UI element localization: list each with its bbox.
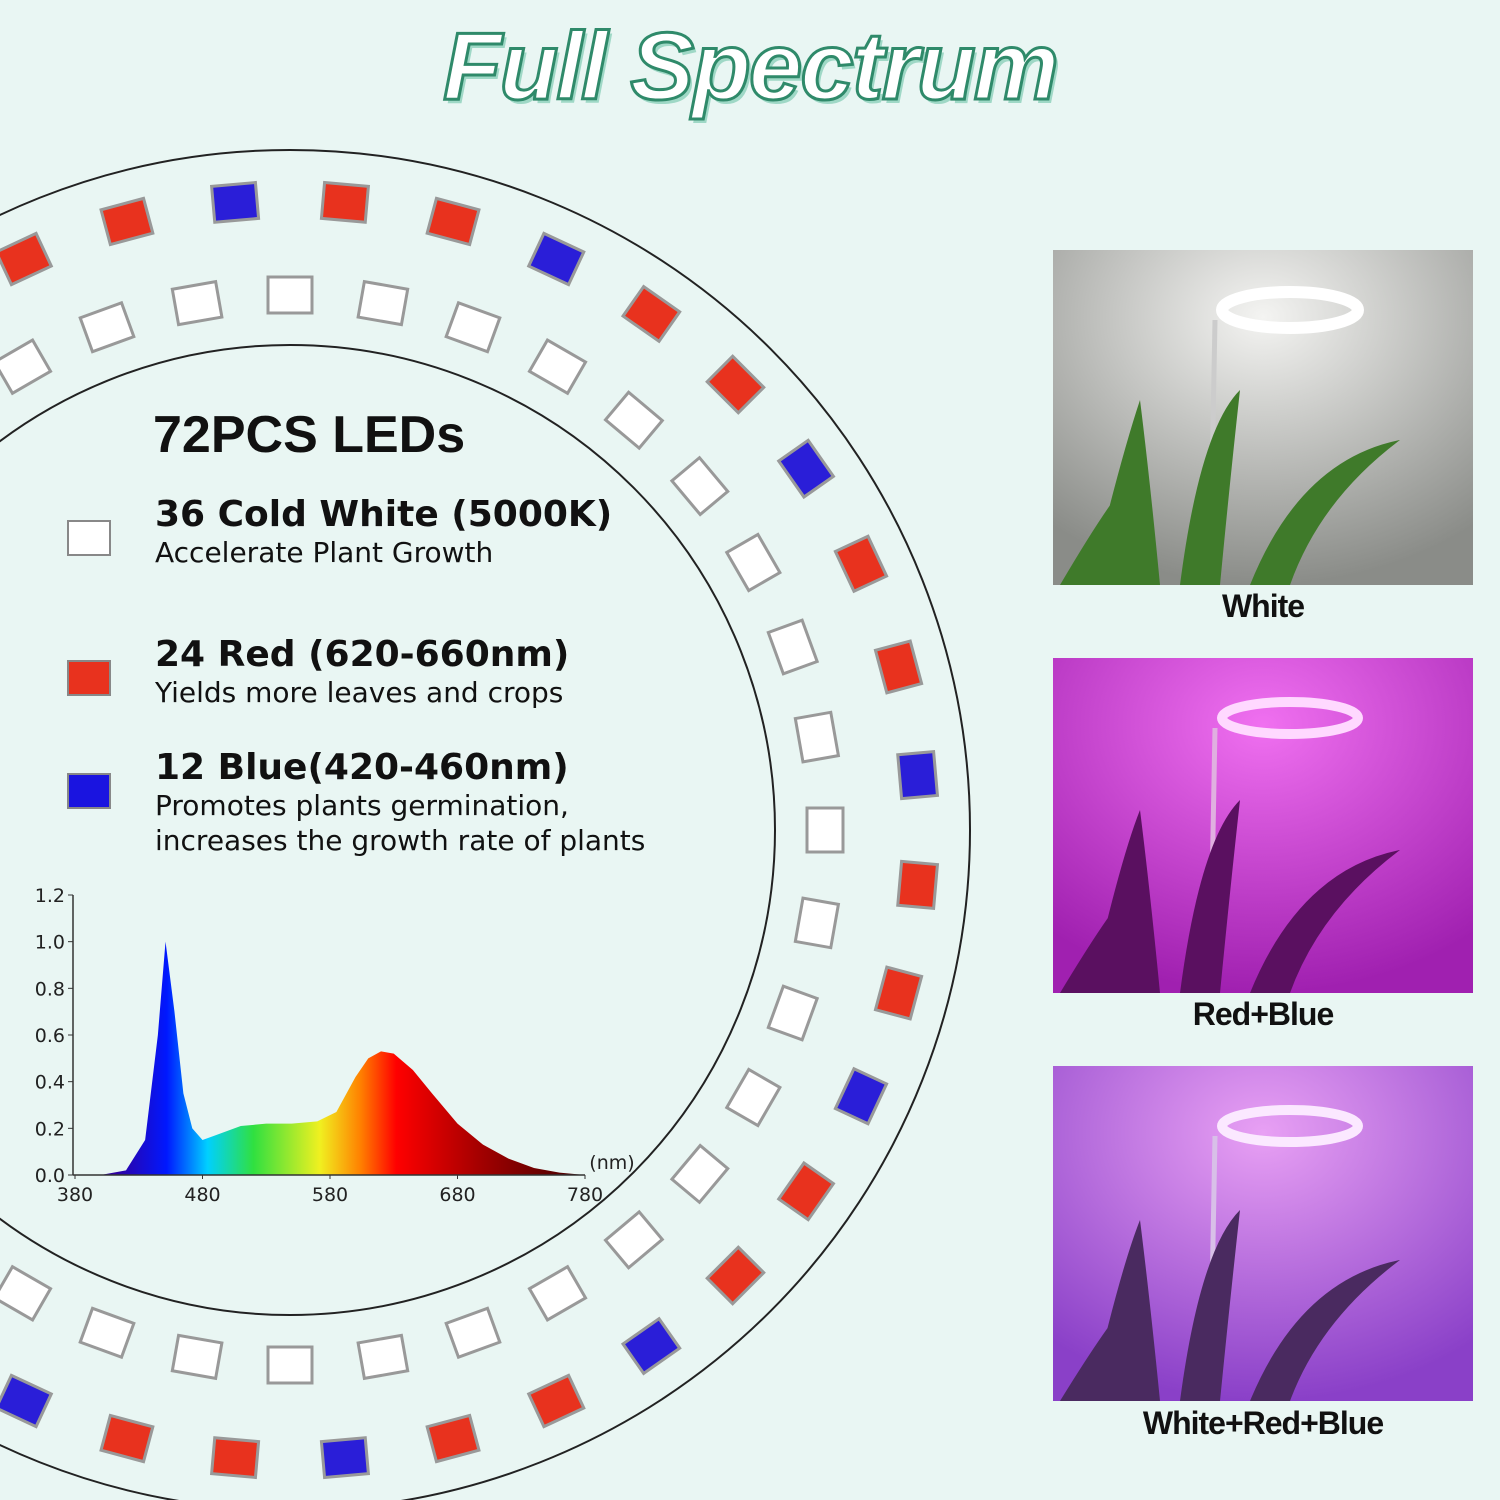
legend-item: 12 Blue(420-460nm) Promotes plants germin… <box>155 748 645 858</box>
legend-item: 36 Cold White (5000K) Accelerate Plant Gr… <box>155 495 612 570</box>
y-tick-label: 0.2 <box>35 1118 65 1140</box>
led <box>705 1245 766 1306</box>
caption: White+Red+Blue <box>1142 1405 1384 1441</box>
led <box>766 984 820 1042</box>
led <box>425 196 481 247</box>
x-tick-label: 380 <box>57 1184 93 1206</box>
led <box>620 1316 682 1376</box>
y-tick-label: 1.2 <box>35 885 65 907</box>
led <box>776 438 836 500</box>
caption: White <box>1221 588 1305 624</box>
led <box>356 1333 410 1381</box>
led <box>209 180 261 224</box>
led <box>356 279 410 327</box>
x-tick-label: 480 <box>184 1184 220 1206</box>
y-tick-label: 0.0 <box>35 1165 65 1187</box>
led <box>603 1209 665 1270</box>
y-tick-label: 0.6 <box>35 1025 65 1047</box>
photo-white-red-blue <box>1053 1066 1473 1402</box>
led <box>99 196 155 247</box>
item-title: 12 Blue(420-460nm) <box>155 747 569 788</box>
led <box>873 965 924 1021</box>
spectrum-chart: 0.0 0.2 0.4 0.6 0.8 1.0 1.2 380 480 580 680 780 (nm) <box>35 885 635 1206</box>
led <box>793 710 841 764</box>
led <box>170 1333 224 1381</box>
led <box>669 1143 730 1205</box>
led <box>444 300 502 354</box>
y-tick-label: 0.4 <box>35 1072 65 1094</box>
led <box>724 1067 782 1128</box>
led <box>0 231 54 287</box>
x-axis-label: (nm) <box>589 1152 634 1174</box>
led <box>319 180 371 224</box>
led <box>266 275 314 315</box>
y-tick-label: 1.0 <box>35 932 65 954</box>
outer-circle <box>0 149 971 1500</box>
led <box>896 749 940 801</box>
leds-title: 72PCS LEDs <box>153 406 466 464</box>
led <box>669 455 730 517</box>
spectrum-area <box>100 941 585 1175</box>
legend-swatch <box>67 520 111 556</box>
led <box>526 1373 586 1429</box>
led <box>766 618 820 676</box>
led <box>78 1306 136 1360</box>
x-tick-label: 580 <box>312 1184 348 1206</box>
led <box>705 354 766 415</box>
item-text: Accelerate Plant Growth <box>155 536 494 569</box>
led <box>0 1264 53 1322</box>
led <box>0 1373 54 1429</box>
item-text: increases the growth rate of plants <box>155 824 646 857</box>
caption: Red+Blue <box>1192 996 1334 1032</box>
y-tick-label: 0.8 <box>35 978 65 1000</box>
led <box>78 300 136 354</box>
item-text: Promotes plants germination, <box>155 789 569 822</box>
legend-swatch <box>67 660 111 696</box>
photo-white <box>1053 250 1473 586</box>
led <box>776 1160 836 1222</box>
led <box>99 1413 155 1464</box>
led <box>896 859 940 911</box>
led <box>527 338 588 396</box>
led <box>209 1436 261 1480</box>
led <box>805 806 845 854</box>
led <box>319 1436 371 1480</box>
led <box>620 284 682 344</box>
title: Full Spectrum <box>441 12 1060 122</box>
led <box>527 1264 588 1322</box>
led <box>793 896 841 950</box>
photo-red-blue <box>1053 658 1473 994</box>
led <box>170 279 224 327</box>
led <box>833 534 889 594</box>
led <box>266 1345 314 1385</box>
led <box>0 338 53 396</box>
legend-item: 24 Red (620-660nm) Yields more leaves and… <box>155 635 569 710</box>
item-title: 36 Cold White (5000K) <box>155 494 613 535</box>
led <box>833 1066 889 1126</box>
x-tick-label: 780 <box>567 1184 603 1206</box>
led <box>526 231 586 287</box>
x-tick-label: 680 <box>439 1184 475 1206</box>
led <box>444 1306 502 1360</box>
led <box>603 390 665 451</box>
led <box>724 532 782 593</box>
item-text: Yields more leaves and crops <box>155 676 564 709</box>
inner-circle <box>0 344 776 1316</box>
legend-swatch <box>67 773 111 809</box>
led <box>873 639 924 695</box>
item-title: 24 Red (620-660nm) <box>155 634 570 675</box>
led <box>425 1413 481 1464</box>
